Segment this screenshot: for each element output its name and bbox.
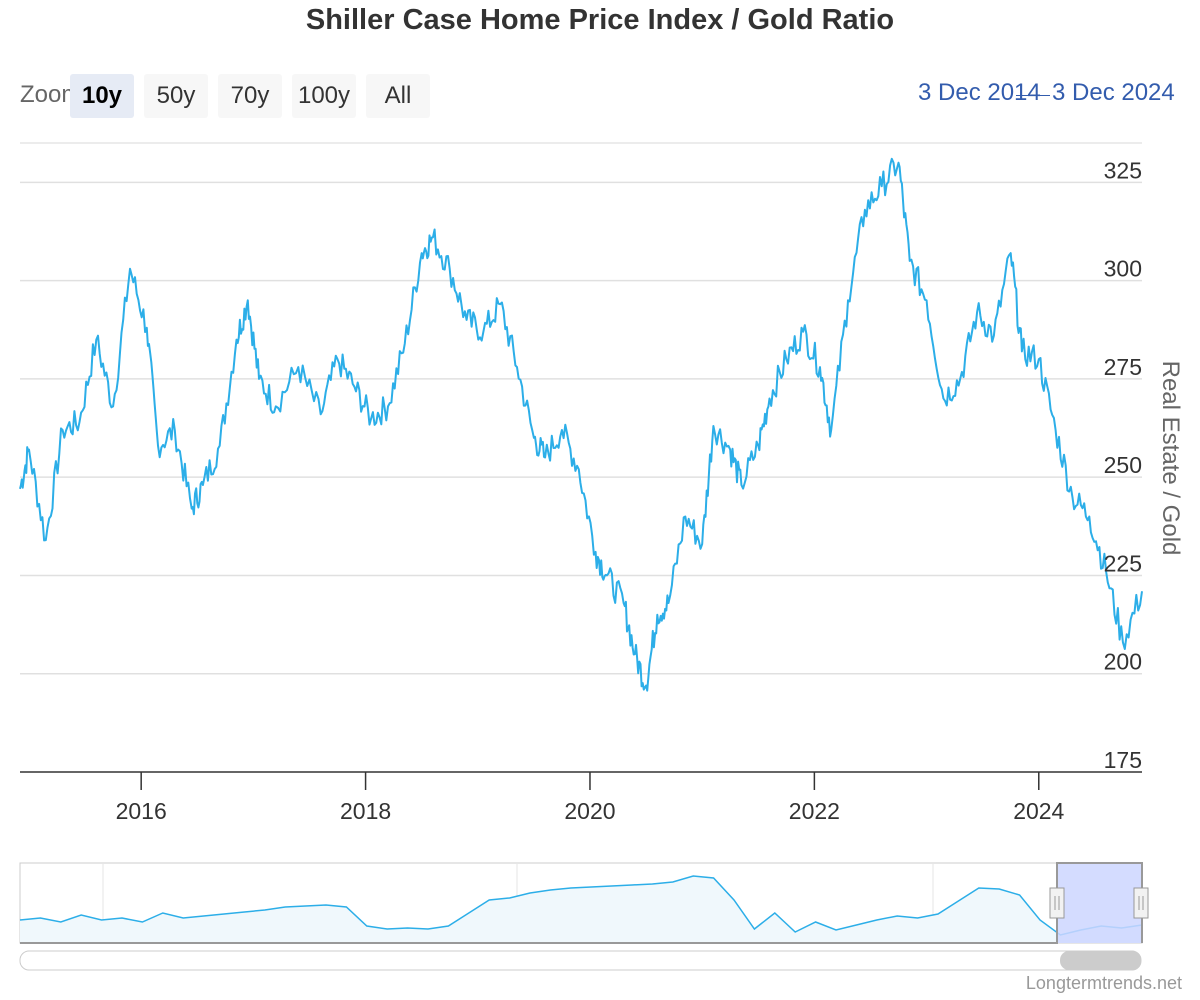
y-tick-label: 175 — [1104, 747, 1142, 773]
navigator-area — [20, 876, 1142, 943]
zoom-label: Zoom — [20, 81, 72, 108]
range-from-date[interactable]: 3 Dec 2014 — [918, 79, 1041, 106]
zoom-70y-button[interactable]: 70y — [218, 74, 282, 118]
range-separator — [1016, 95, 1050, 96]
x-tick-label: 2020 — [564, 798, 615, 824]
y-tick-label: 300 — [1104, 256, 1142, 282]
zoom-10y-button[interactable]: 10y — [70, 74, 134, 118]
y-tick-label: 225 — [1104, 550, 1142, 576]
scrollbar-thumb[interactable] — [1060, 951, 1141, 970]
navigator-handle[interactable] — [1049, 887, 1065, 919]
navigator[interactable]: 190019502000 — [19, 862, 1149, 944]
grid-layer — [20, 142, 1142, 675]
y-tick-label: 325 — [1104, 157, 1142, 183]
y-tick-label: 200 — [1104, 649, 1142, 675]
y-tick-label: 275 — [1104, 354, 1142, 380]
x-tick-label: 2016 — [116, 798, 167, 824]
x-tick-label: 2022 — [789, 798, 840, 824]
navigator-line — [19, 875, 1143, 936]
x-tick-label: 2018 — [340, 798, 391, 824]
scrollbar[interactable] — [19, 950, 1142, 971]
credit-link[interactable]: Longtermtrends.net — [1025, 973, 1182, 993]
axis-layer: 175 200 225 250 275 300 325 2016 2018 2020 2022 202… — [20, 157, 1142, 824]
navigator-selection[interactable] — [1057, 863, 1142, 943]
zoom-50y-button[interactable]: 50y — [144, 74, 208, 118]
plot-layer — [19, 157, 1143, 692]
series-line — [19, 157, 1143, 692]
x-tick-label: 2024 — [1013, 798, 1064, 824]
chart-title: Shiller Case Home Price Index / Gold Rat… — [305, 4, 895, 36]
range-to-date[interactable]: 3 Dec 2024 — [1052, 79, 1175, 106]
zoom-all-button[interactable]: All — [366, 74, 430, 118]
navigator-handle[interactable] — [1133, 887, 1149, 919]
y-axis-title: Real Estate / Gold — [1157, 361, 1184, 556]
scrollbar-track[interactable] — [19, 950, 1142, 971]
zoom-100y-button[interactable]: 100y — [292, 74, 356, 118]
y-tick-label: 250 — [1104, 452, 1142, 478]
